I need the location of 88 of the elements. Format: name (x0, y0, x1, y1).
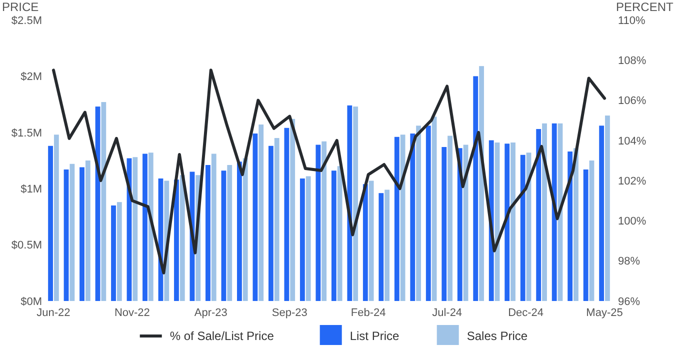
bar (605, 116, 610, 301)
bar (589, 160, 594, 301)
y-axis-title: PRICE (2, 0, 39, 14)
bar (64, 169, 69, 301)
bar (274, 138, 280, 301)
legend-label: Sales Price (466, 329, 528, 343)
bar (416, 126, 421, 301)
bar (479, 66, 484, 301)
y2-axis-title: PERCENT (616, 0, 674, 14)
y-tick-label: $0.5M (11, 240, 42, 252)
bar (54, 134, 59, 301)
y2-tick-label: 102% (618, 175, 646, 188)
bar (206, 164, 210, 301)
legend-label: List Price (350, 329, 400, 343)
bar (473, 76, 478, 301)
line-series (52, 68, 606, 274)
bar (347, 105, 352, 301)
y-tick-label: $2M (20, 71, 42, 84)
y-tick-label: $1.5M (11, 127, 42, 140)
bar (378, 193, 384, 301)
bar (142, 154, 148, 301)
bar (410, 134, 416, 301)
bar (85, 160, 90, 301)
x-tick-label: Dec-24 (508, 307, 544, 319)
bar (542, 123, 547, 301)
bar (116, 202, 122, 301)
bar (442, 147, 447, 301)
y2-tick-label: 110% (618, 14, 646, 27)
bar (353, 106, 358, 301)
bar (148, 152, 154, 301)
bar (284, 128, 290, 301)
y-tick-label: $1M (20, 183, 42, 196)
bar (111, 205, 116, 301)
x-tick-label: Apr-23 (194, 307, 228, 319)
bar (306, 176, 311, 301)
bar (174, 180, 179, 301)
bar (599, 126, 604, 301)
bar (362, 184, 368, 301)
bar (568, 152, 573, 301)
bar (290, 118, 296, 301)
bar (448, 136, 452, 301)
y2-tick-label: 100% (618, 216, 646, 228)
x-tick-label: Jun-22 (36, 307, 70, 319)
bar (432, 116, 437, 301)
x-tick-label: Jul-24 (432, 307, 462, 319)
x-tick-label: Feb-24 (350, 307, 386, 319)
bar (520, 154, 526, 301)
bar (252, 134, 258, 301)
bar (237, 162, 242, 301)
bar (180, 175, 185, 301)
bar (258, 124, 264, 301)
bar (510, 142, 516, 301)
x-tick-label: Nov-22 (114, 307, 150, 319)
bar (331, 170, 336, 301)
y2-tick-label: 106% (618, 95, 646, 108)
bar (316, 144, 321, 301)
y-tick-label: $2.5M (11, 14, 42, 27)
bar (384, 190, 390, 301)
x-tick-label: Sep-23 (272, 307, 308, 319)
y2-tick-label: 108% (618, 54, 646, 67)
bar (268, 146, 274, 301)
bar (337, 166, 342, 301)
bar (322, 141, 327, 301)
y2-tick-label: 98% (618, 256, 640, 268)
bar (221, 170, 226, 301)
y2-tick-label: 104% (618, 135, 646, 148)
legend-label: % of Sale/List Price (170, 329, 274, 343)
bar (552, 123, 557, 301)
bar (48, 146, 53, 301)
bar (132, 157, 138, 301)
bar (70, 164, 75, 301)
bar (368, 180, 374, 301)
bar (394, 136, 400, 301)
bar (101, 102, 106, 301)
bar (426, 126, 431, 301)
y-tick-label: $0M (20, 296, 42, 308)
bar (242, 158, 248, 301)
bar (400, 134, 406, 301)
bar (300, 178, 305, 301)
bar (504, 144, 510, 301)
bar (227, 164, 232, 301)
x-tick-label: May-25 (586, 307, 623, 319)
bar (80, 167, 84, 301)
bar (536, 129, 542, 301)
bar (583, 169, 588, 301)
y2-tick-label: 96% (618, 296, 640, 308)
bar (211, 154, 216, 301)
bar (574, 148, 578, 301)
